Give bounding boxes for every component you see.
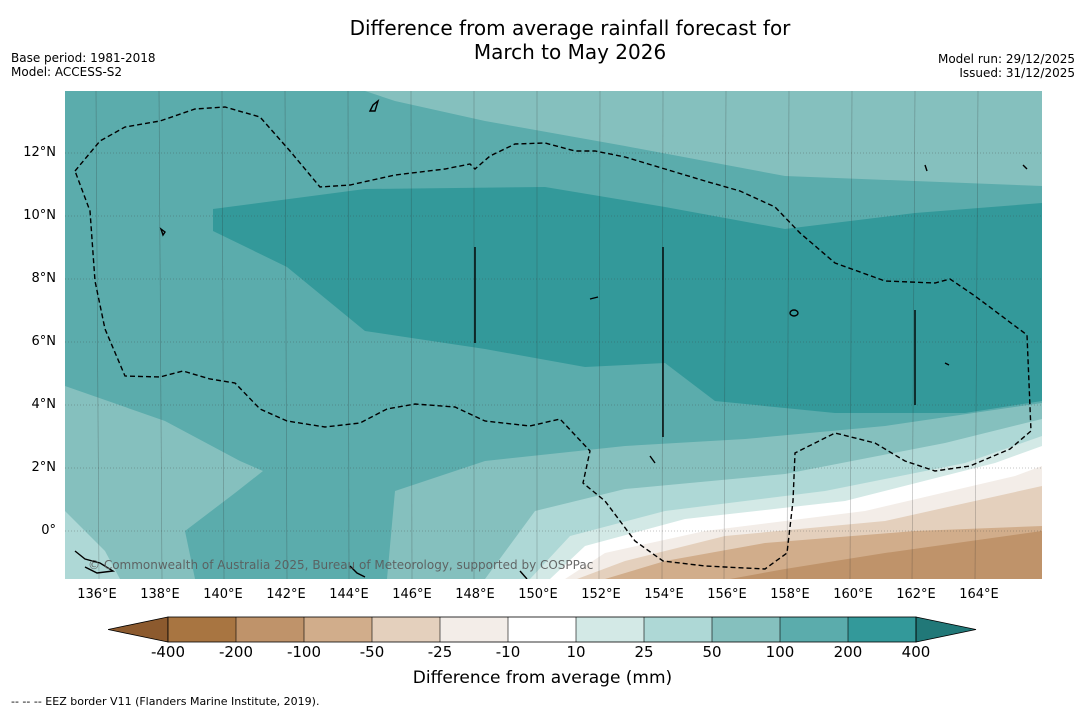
colorbar-label: Difference from average (mm): [412, 668, 673, 688]
eez-footnote: -- -- -- EEZ border V11 (Flanders Marine…: [11, 695, 320, 708]
colorbar: [108, 616, 977, 643]
patch-southwest-25-50: [65, 511, 120, 579]
colorbar-bin-7: [576, 617, 644, 642]
lon-label-150e: 150°E: [518, 587, 558, 602]
map-title: Difference from average rainfall forecas…: [0, 16, 1085, 64]
colorbar-bin-10: [780, 617, 848, 642]
colorbar-bin-8: [644, 617, 712, 642]
colorbar-tick-200: 200: [833, 643, 863, 661]
lon-label-154e: 154°E: [644, 587, 684, 602]
lat-label-2n: 2°N: [31, 460, 57, 475]
lon-label-136e: 136°E: [77, 587, 117, 602]
colorbar-bin-5: [440, 617, 508, 642]
model-run-date: Model run: 29/12/2025: [937, 52, 1075, 66]
title-line-1: Difference from average rainfall forecas…: [349, 16, 791, 40]
colorbar-tick-minus-200: -200: [218, 643, 254, 661]
issued-date: Issued: 31/12/2025: [959, 66, 1075, 80]
lon-label-164e: 164°E: [959, 587, 999, 602]
colorbar-outline: [167, 616, 917, 643]
rainfall-map: [65, 91, 1042, 579]
colorbar-dividers: [235, 617, 849, 642]
band-north-50-100: [365, 91, 1042, 186]
lon-label-162e: 162°E: [896, 587, 936, 602]
model-name: Model: ACCESS-S2: [11, 65, 123, 79]
meridians: [95, 91, 979, 579]
colorbar-tick-10: 10: [566, 643, 586, 661]
colorbar-bin-1: [168, 617, 236, 642]
lon-label-140e: 140°E: [203, 587, 243, 602]
colorbar-bin-11: [848, 617, 916, 642]
lon-label-138e: 138°E: [140, 587, 180, 602]
title-line-2: March to May 2026: [473, 40, 667, 64]
colorbar-tick-50: 50: [702, 643, 722, 661]
colorbar-bin-3: [304, 617, 372, 642]
base-period: Base period: 1981-2018: [11, 51, 156, 65]
lon-label-148e: 148°E: [455, 587, 495, 602]
lon-label-142e: 142°E: [266, 587, 306, 602]
colorbar-tick-minus-100: -100: [286, 643, 322, 661]
lon-label-146e: 146°E: [392, 587, 432, 602]
colorbar-tick-minus-400: -400: [150, 643, 186, 661]
colorbar-tick-minus-50: -50: [359, 643, 385, 661]
colorbar-above-max-triangle: [915, 616, 977, 643]
colorbar-bin-6: [508, 617, 576, 642]
lon-label-160e: 160°E: [833, 587, 873, 602]
run-info: Model run: 29/12/2025 Issued: 31/12/2025: [938, 52, 1075, 80]
coastlines: [74, 99, 1028, 579]
graticule: [65, 152, 1042, 532]
band-south-minus-100-200: [730, 531, 1042, 579]
lat-label-12n: 12°N: [23, 145, 56, 160]
patch-west-50-100: [65, 386, 263, 579]
lat-label-10n: 10°N: [23, 208, 56, 223]
model-info: Base period: 1981-2018 Model: ACCESS-S2: [11, 51, 156, 79]
colorbar-tick-400: 400: [901, 643, 931, 661]
colorbar-bin-2: [236, 617, 304, 642]
lon-label-156e: 156°E: [707, 587, 747, 602]
lat-label-4n: 4°N: [31, 397, 57, 412]
map-copyright: © Commonwealth of Australia 2025, Bureau…: [88, 558, 594, 572]
colorbar-tick-100: 100: [765, 643, 795, 661]
lon-label-144e: 144°E: [329, 587, 369, 602]
lon-label-158e: 158°E: [770, 587, 810, 602]
lat-label-0: 0°: [41, 523, 56, 538]
colorbar-bin-4: [372, 617, 440, 642]
colorbar-below-min-triangle: [108, 616, 169, 643]
lat-label-8n: 8°N: [31, 271, 57, 286]
colorbar-tick-minus-25: -25: [427, 643, 453, 661]
colorbar-bin-9: [712, 617, 780, 642]
colorbar-tick-25: 25: [634, 643, 654, 661]
colorbar-tick-minus-10: -10: [495, 643, 521, 661]
band-200-400: [213, 187, 1042, 413]
lat-label-6n: 6°N: [31, 334, 57, 349]
eez-border: [74, 106, 1032, 570]
lon-label-152e: 152°E: [581, 587, 621, 602]
